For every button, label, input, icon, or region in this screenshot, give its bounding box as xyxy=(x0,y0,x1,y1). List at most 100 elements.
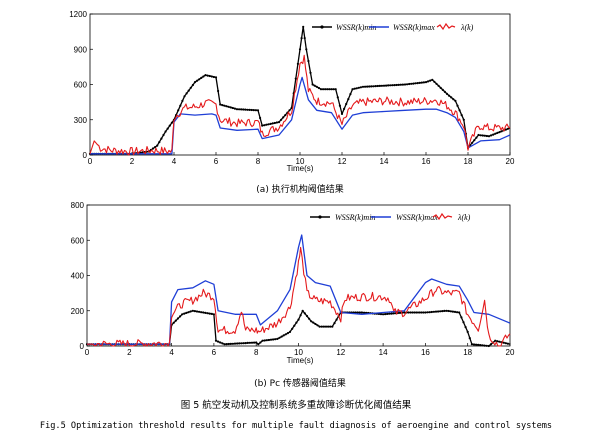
series-point-a-0 xyxy=(191,83,194,87)
series-point-b-0 xyxy=(261,339,264,342)
x-tick-label-b-1: 2 xyxy=(127,348,132,357)
series-point-a-0 xyxy=(193,81,197,84)
series-point-b-0 xyxy=(462,321,465,324)
series-point-b-0 xyxy=(358,311,361,314)
series-point-b-0 xyxy=(303,312,306,315)
series-point-b-0 xyxy=(174,319,177,322)
series-point-b-0 xyxy=(392,312,395,315)
series-point-b-0 xyxy=(263,339,266,342)
series-point-a-0 xyxy=(364,85,367,88)
series-point-a-0 xyxy=(328,88,331,91)
series-point-a-0 xyxy=(370,85,373,88)
series-point-b-0 xyxy=(434,310,438,313)
series-point-a-0 xyxy=(506,127,509,130)
series-point-a-0 xyxy=(483,134,486,137)
series-point-a-0 xyxy=(187,89,190,92)
series-point-a-0 xyxy=(389,84,392,87)
x-axis-label-b: Time(s) xyxy=(287,356,314,365)
y-tick-label-a-0: 0 xyxy=(83,151,88,160)
series-point-a-0 xyxy=(183,95,186,98)
series-point-a-0 xyxy=(181,99,184,102)
series-point-a-0 xyxy=(317,86,320,90)
series-point-a-0 xyxy=(422,81,425,84)
series-point-b-0 xyxy=(231,342,234,345)
series-point-a-0 xyxy=(349,93,352,96)
series-point-b-0 xyxy=(312,321,315,324)
series-point-a-0 xyxy=(471,141,474,144)
series-point-a-0 xyxy=(387,84,390,87)
x-tick-label-b-0: 0 xyxy=(85,348,90,357)
series-point-b-0 xyxy=(460,316,463,319)
series-point-b-0 xyxy=(506,342,509,345)
series-point-a-0 xyxy=(275,121,278,124)
series-point-b-0 xyxy=(214,339,218,342)
legend-b-label-3: λ(k) xyxy=(457,213,471,222)
series-point-b-0 xyxy=(485,344,488,347)
series-point-b-0 xyxy=(426,311,429,314)
x-tick-label-a-6: 12 xyxy=(338,157,347,166)
series-point-b-0 xyxy=(356,311,359,314)
series-point-a-0 xyxy=(206,74,209,77)
series-point-a-0 xyxy=(151,147,155,150)
series-point-a-0 xyxy=(250,108,253,112)
series-point-a-0 xyxy=(347,98,350,101)
series-point-b-0 xyxy=(475,343,478,346)
x-tick-label-a-4: 8 xyxy=(256,157,261,166)
series-point-a-0 xyxy=(265,123,268,126)
series-point-b-0 xyxy=(322,325,325,328)
series-point-b-0 xyxy=(179,315,182,318)
series-point-a-0 xyxy=(420,81,423,84)
series-point-a-0 xyxy=(223,104,226,107)
series-point-a-0 xyxy=(416,82,419,85)
series-point-a-0 xyxy=(391,84,394,87)
x-tick-label-a-2: 4 xyxy=(172,157,177,166)
series-point-b-0 xyxy=(229,342,232,345)
series-point-b-0 xyxy=(439,310,442,313)
series-point-a-0 xyxy=(229,106,232,109)
series-point-a-0 xyxy=(254,109,257,112)
series-point-b-0 xyxy=(219,341,222,344)
series-point-a-0 xyxy=(410,82,413,85)
series-point-a-0 xyxy=(380,84,383,87)
legend-b-marker-1 xyxy=(318,215,322,219)
y-tick-label-b-2: 400 xyxy=(71,272,85,281)
series-point-b-0 xyxy=(172,321,175,324)
series-point-a-0 xyxy=(244,108,247,111)
series-point-b-0 xyxy=(428,311,431,314)
series-point-b-0 xyxy=(390,312,393,315)
series-point-a-0 xyxy=(343,107,346,110)
series-point-b-0 xyxy=(293,324,296,327)
series-point-b-0 xyxy=(250,341,254,344)
series-point-b-0 xyxy=(185,311,188,314)
series-point-b-0 xyxy=(183,312,186,315)
series-point-b-0 xyxy=(382,313,385,316)
series-point-a-0 xyxy=(231,106,234,110)
x-tick-label-b-10: 20 xyxy=(506,348,515,357)
series-point-a-0 xyxy=(252,109,255,112)
series-point-a-0 xyxy=(311,83,314,86)
series-point-a-0 xyxy=(208,74,211,78)
series-group-b xyxy=(85,234,511,348)
series-point-b-0 xyxy=(466,330,469,333)
series-point-b-0 xyxy=(384,313,387,316)
series-point-b-0 xyxy=(208,312,211,315)
series-point-a-0 xyxy=(164,130,167,133)
series-point-a-0 xyxy=(345,102,348,106)
caption-a: (a) 执行机构阈值结果 xyxy=(256,183,343,195)
series-point-a-0 xyxy=(256,109,260,112)
plot-frame-b xyxy=(86,204,511,347)
series-point-b-0 xyxy=(297,318,300,321)
series-point-a-0 xyxy=(496,131,499,134)
series-point-a-0 xyxy=(168,124,171,127)
series-point-b-0 xyxy=(314,322,317,326)
series-point-b-0 xyxy=(487,344,490,348)
series-point-b-0 xyxy=(206,312,209,315)
series-point-b-0 xyxy=(496,340,499,343)
series-group-a xyxy=(88,25,511,156)
series-point-a-0 xyxy=(372,85,375,88)
series-point-b-0 xyxy=(310,320,313,323)
series-point-a-0 xyxy=(477,133,480,137)
series-point-a-0 xyxy=(366,85,369,88)
series-point-a-0 xyxy=(315,85,318,88)
